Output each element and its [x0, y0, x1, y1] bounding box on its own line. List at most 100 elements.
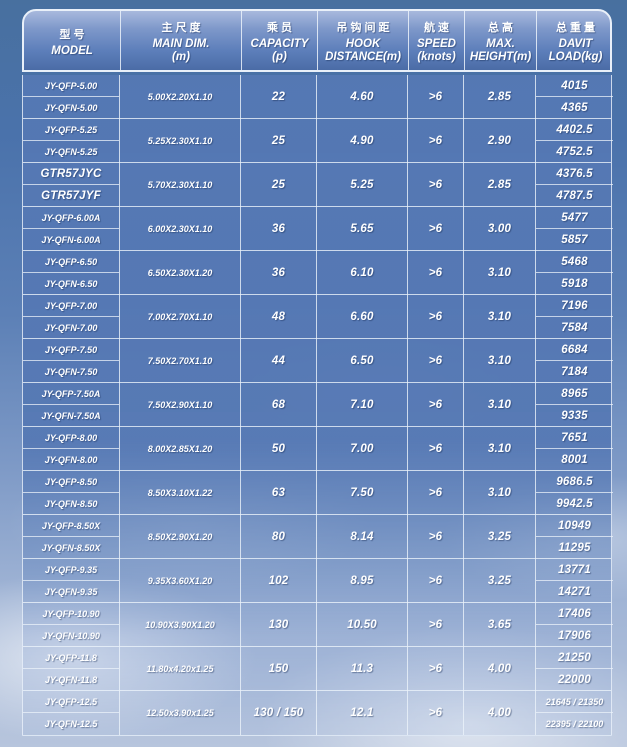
header-label-en-line: LOAD(kg): [548, 51, 603, 63]
davit-load-cell: 22000: [536, 669, 613, 691]
speed-cell: >6: [408, 383, 464, 427]
max-height-cell: 3.10: [464, 295, 536, 339]
model-cell: JY-QFN-8.00: [23, 449, 119, 471]
davit-load-value: 4015: [561, 79, 588, 92]
header-label-en-line: (p): [272, 51, 287, 63]
table-body: JY-QFP-5.00 JY-QFN-5.00 5.00X2.20X1.10 2…: [22, 75, 613, 736]
main-dim-value: 7.50X2.70X1.10: [147, 356, 213, 366]
capacity-cell: 22: [241, 75, 317, 119]
davit-load-value: 4787.5: [556, 190, 593, 202]
model-label: JY-QFN-7.50: [44, 367, 98, 377]
header-label-en: SPEED (knots): [417, 38, 456, 64]
model-column: JY-QFP-7.50 JY-QFN-7.50: [23, 339, 120, 383]
hook-distance-cell: 7.10: [317, 383, 408, 427]
davit-load-value: 10949: [558, 519, 591, 532]
table-row-group: JY-QFP-11.8 JY-QFN-11.8 11.80x4.20x1.25 …: [23, 647, 613, 691]
capacity-cell: 102: [241, 559, 317, 603]
davit-load-cell: 4787.5: [536, 185, 613, 207]
model-column: JY-QFP-10.90 JY-QFN-10.90: [23, 603, 120, 647]
max-height-cell: 3.65: [464, 603, 536, 647]
max-height-value: 3.10: [487, 399, 512, 411]
hook-distance-value: 11.3: [350, 663, 374, 675]
main-dim-cell: 12.50x3.90x1.25: [120, 691, 241, 735]
header-cell: 乘员 CAPACITY (p): [242, 11, 318, 70]
model-column: GTR57JYC GTR57JYF: [23, 163, 120, 207]
davit-load-value: 5477: [561, 211, 588, 224]
model-label: JY-QFP-8.00: [44, 432, 98, 443]
header-label-en-line: CAPACITY: [250, 38, 309, 50]
davit-load-value: 5918: [561, 278, 588, 290]
model-column: JY-QFP-9.35 JY-QFN-9.35: [23, 559, 120, 603]
header-label-zh: 总重量: [556, 22, 598, 34]
hook-distance-cell: 6.60: [317, 295, 408, 339]
header-label-zh: 型号: [59, 28, 88, 41]
hook-distance-value: 5.65: [350, 223, 374, 235]
capacity-value: 48: [271, 311, 286, 323]
model-column: JY-QFP-5.25 JY-QFN-5.25: [23, 119, 120, 163]
speed-cell: >6: [408, 119, 464, 163]
model-cell: JY-QFP-7.50: [23, 339, 119, 361]
davit-load-cell: 5918: [536, 273, 613, 295]
model-label: JY-QFP-11.8: [45, 652, 97, 663]
davit-load-cell: 8001: [536, 449, 613, 471]
model-label: JY-QFN-8.50X: [41, 543, 101, 553]
davit-load-value: 22395 / 22100: [545, 719, 604, 729]
hook-distance-cell: 6.50: [317, 339, 408, 383]
davit-load-column: 8965 9335: [536, 383, 613, 427]
main-dim-cell: 5.25X2.30X1.10: [120, 119, 241, 163]
model-cell: JY-QFN-10.90: [23, 625, 119, 647]
max-height-cell: 3.10: [464, 471, 536, 515]
model-column: JY-QFP-7.00 JY-QFN-7.00: [23, 295, 120, 339]
header-label-en: MAX. HEIGHT(m): [470, 38, 531, 64]
davit-load-cell: 5477: [536, 207, 613, 229]
hook-distance-value: 5.25: [350, 179, 374, 191]
model-label: JY-QFP-5.25: [44, 124, 98, 135]
hook-distance-value: 6.50: [350, 355, 374, 367]
main-dim-value: 6.00X2.30X1.10: [147, 224, 213, 234]
model-column: JY-QFP-7.50A JY-QFN-7.50A: [23, 383, 120, 427]
davit-load-cell: 14271: [536, 581, 613, 603]
davit-load-cell: 4015: [536, 75, 613, 97]
capacity-cell: 130: [241, 603, 317, 647]
speed-cell: >6: [408, 251, 464, 295]
header-cell: 主尺度 MAIN DIM. (m): [121, 11, 242, 70]
table-row-group: JY-QFP-5.00 JY-QFN-5.00 5.00X2.20X1.10 2…: [23, 75, 613, 119]
model-label: JY-QFP-10.90: [42, 608, 100, 619]
hook-distance-cell: 8.14: [317, 515, 408, 559]
speed-value: >6: [428, 399, 443, 411]
capacity-cell: 68: [241, 383, 317, 427]
hook-distance-value: 7.00: [350, 443, 374, 455]
capacity-value: 50: [271, 443, 286, 455]
davit-load-cell: 7196: [536, 295, 613, 317]
capacity-cell: 36: [241, 207, 317, 251]
davit-load-cell: 4402.5: [536, 119, 613, 141]
header-label-en: MODEL: [51, 45, 93, 58]
davit-load-cell: 9686.5: [536, 471, 613, 493]
davit-load-column: 10949 11295: [536, 515, 613, 559]
hook-distance-cell: 4.60: [317, 75, 408, 119]
davit-load-column: 9686.5 9942.5: [536, 471, 613, 515]
main-dim-value: 5.25X2.30X1.10: [147, 136, 213, 146]
model-cell: JY-QFN-9.35: [23, 581, 119, 603]
hook-distance-cell: 5.65: [317, 207, 408, 251]
model-cell: JY-QFN-11.8: [23, 669, 119, 691]
capacity-value: 80: [271, 531, 286, 543]
table-row-group: JY-QFP-7.00 JY-QFN-7.00 7.00X2.70X1.10 4…: [23, 295, 613, 339]
davit-load-value: 7584: [561, 322, 588, 334]
max-height-value: 2.85: [487, 91, 512, 103]
main-dim-cell: 7.50X2.90X1.10: [120, 383, 241, 427]
max-height-cell: 3.25: [464, 559, 536, 603]
max-height-cell: 3.25: [464, 515, 536, 559]
model-label: JY-QFN-6.50: [44, 279, 98, 289]
header-cell: 总高 MAX. HEIGHT(m): [465, 11, 537, 70]
speed-value: >6: [428, 223, 443, 235]
model-label: JY-QFP-6.00A: [41, 212, 101, 223]
hook-distance-value: 8.14: [350, 531, 374, 543]
model-cell: JY-QFP-6.50: [23, 251, 119, 273]
capacity-cell: 36: [241, 251, 317, 295]
main-dim-value: 7.50X2.90X1.10: [147, 400, 213, 410]
main-dim-cell: 5.00X2.20X1.10: [120, 75, 241, 119]
main-dim-value: 9.35X3.60X1.20: [147, 576, 213, 586]
speed-cell: >6: [408, 207, 464, 251]
max-height-value: 3.10: [487, 267, 512, 279]
